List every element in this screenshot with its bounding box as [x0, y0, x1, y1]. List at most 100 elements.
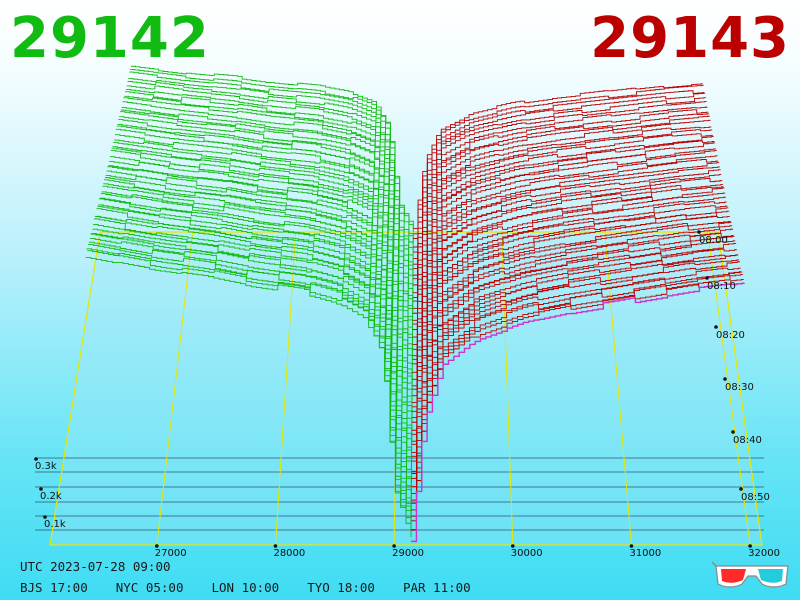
volume-tick-label-1: 0.2k — [40, 491, 62, 502]
bid-slice-16 — [99, 198, 413, 446]
bid-slice-48 — [125, 89, 414, 264]
bid-slice-54 — [130, 65, 414, 229]
bid-slice-50 — [127, 81, 414, 251]
ask-price: 29143 — [590, 6, 790, 71]
volume-tick-dot-0 — [34, 457, 38, 461]
world-clocks: BJS 17:00 NYC 05:00 LON 10:00 TYO 18:00 … — [20, 580, 499, 595]
time-tick-label-1: 08:10 — [707, 281, 736, 292]
bid-slice-17 — [99, 197, 413, 440]
ask-slice-14 — [411, 233, 734, 457]
price-tick-dot-5 — [748, 544, 752, 548]
bid-slice-5 — [89, 237, 412, 512]
volume-tick-label-2: 0.1k — [44, 519, 66, 530]
3d-glasses-icon[interactable] — [712, 560, 792, 592]
ask-slice-30 — [412, 174, 722, 365]
price-tick-label-1: 28000 — [273, 548, 305, 559]
price-gridline-3 — [501, 231, 514, 546]
ask-slice-46 — [413, 113, 710, 276]
volume-guides — [35, 457, 764, 531]
ask-slice-42 — [412, 129, 713, 298]
price-tick-dot-4 — [629, 544, 634, 548]
time-tick-label-5: 08:50 — [741, 492, 770, 503]
bid-slice-34 — [114, 139, 413, 345]
ask-slice-0 — [411, 282, 745, 543]
clock-tyo: TYO 18:00 — [307, 580, 375, 595]
bid-slice-31 — [111, 147, 413, 359]
ask-slice-23 — [412, 201, 727, 408]
bid-slice-33 — [113, 142, 413, 348]
ask-slice-41 — [412, 133, 714, 302]
bid-slice-49 — [126, 85, 414, 256]
time-tick-label-3: 08:30 — [725, 382, 754, 393]
bid-slice-10 — [93, 218, 412, 482]
bid-slice-28 — [109, 160, 413, 380]
ask-slice-37 — [412, 148, 717, 325]
bid-slice-38 — [117, 124, 414, 318]
bid-slice-36 — [115, 128, 413, 330]
ask-slice-1 — [411, 278, 744, 531]
bid-slice-27 — [108, 165, 413, 384]
ask-slice-54 — [413, 83, 703, 230]
ask-slice-48 — [413, 106, 708, 265]
bid-slice-19 — [101, 191, 413, 430]
price-tick-label-3: 30000 — [511, 548, 543, 559]
clock-nyc: NYC 05:00 — [115, 580, 184, 595]
price-tick-label-0: 27000 — [155, 548, 187, 559]
bid-slice-20 — [102, 185, 413, 423]
ask-slice-11 — [411, 242, 737, 474]
ask-slice-28 — [412, 184, 724, 380]
price-tick-dot-0 — [155, 544, 159, 548]
ask-slice-40 — [412, 136, 714, 309]
time-tick-dot-3 — [723, 377, 727, 381]
time-tick-label-0: 08:00 — [699, 235, 728, 246]
bid-slice-23 — [104, 177, 413, 408]
bid-slice-14 — [97, 205, 413, 460]
ask-slice-8 — [411, 254, 739, 494]
bid-slice-44 — [122, 101, 414, 285]
bid-slice-41 — [119, 111, 414, 305]
ask-slice-34 — [412, 159, 719, 346]
price-tick-label-2: 29000 — [392, 548, 424, 559]
time-tick-dot-0 — [697, 230, 701, 234]
bid-slice-32 — [112, 146, 413, 354]
price-tick-dot-3 — [511, 544, 515, 548]
floor-outline — [49, 231, 763, 546]
ask-slice-24 — [412, 196, 727, 403]
ask-slice-31 — [412, 169, 721, 360]
bid-slice-18 — [100, 193, 413, 437]
price-gridline-0 — [156, 231, 194, 546]
bid-slice-51 — [128, 78, 414, 244]
bid-slice-43 — [121, 107, 414, 293]
clock-lon: LON 10:00 — [211, 580, 280, 595]
bid-slice-24 — [105, 175, 413, 401]
bid-slice-6 — [90, 233, 412, 503]
bid-slice-1 — [86, 248, 412, 532]
bid-slice-3 — [88, 243, 412, 520]
price-tick-label-5: 32000 — [748, 548, 780, 559]
time-tick-label-4: 08:40 — [733, 435, 762, 446]
time-tick-label-2: 08:20 — [716, 330, 745, 341]
ask-slice-44 — [412, 119, 711, 286]
clock-bjs: BJS 17:00 — [20, 580, 88, 595]
bid-slice-47 — [125, 91, 414, 271]
time-tick-dot-4 — [731, 430, 735, 434]
bid-price: 29142 — [10, 6, 210, 71]
bid-depth-lines — [85, 65, 414, 538]
price-gridline-4 — [604, 231, 632, 546]
volume-tick-dot-2 — [43, 515, 47, 519]
price-tick-dot-2 — [392, 544, 396, 548]
bid-slice-52 — [129, 71, 414, 242]
bid-slice-0 — [85, 257, 412, 538]
bid-slice-7 — [91, 232, 412, 499]
ask-slice-12 — [411, 240, 736, 472]
ask-slice-50 — [413, 97, 707, 253]
clock-par: PAR 11:00 — [402, 580, 471, 595]
bid-slice-46 — [124, 95, 414, 274]
ask-slice-36 — [412, 150, 717, 330]
bid-slice-39 — [118, 119, 414, 315]
axis-labels: 27000 28000 29000 30000 31000 32000 08:00 08:10… — [34, 230, 780, 559]
price-tick-dot-1 — [273, 544, 278, 548]
ask-slice-49 — [413, 101, 707, 259]
price-gridline-5 — [707, 231, 751, 546]
